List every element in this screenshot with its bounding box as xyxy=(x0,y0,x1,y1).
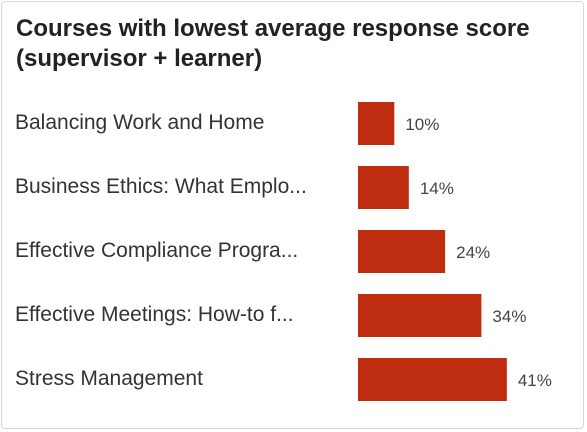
data-label: 34% xyxy=(492,307,526,326)
bar xyxy=(358,230,446,273)
data-label: 14% xyxy=(420,179,454,198)
category-label: Effective Meetings: How-to f... xyxy=(15,303,294,326)
category-label: Effective Compliance Progra... xyxy=(15,239,298,262)
chart-title: Courses with lowest average response sco… xyxy=(16,15,530,72)
category-label: Stress Management xyxy=(15,367,203,390)
data-label: 41% xyxy=(518,371,552,390)
bar xyxy=(358,294,482,337)
data-label: 24% xyxy=(456,243,490,262)
category-label: Balancing Work and Home xyxy=(15,111,264,134)
category-label: Business Ethics: What Emplo... xyxy=(15,175,307,198)
bar xyxy=(358,358,507,401)
bar xyxy=(358,102,395,145)
data-label: 10% xyxy=(405,115,439,134)
bar xyxy=(358,166,409,209)
